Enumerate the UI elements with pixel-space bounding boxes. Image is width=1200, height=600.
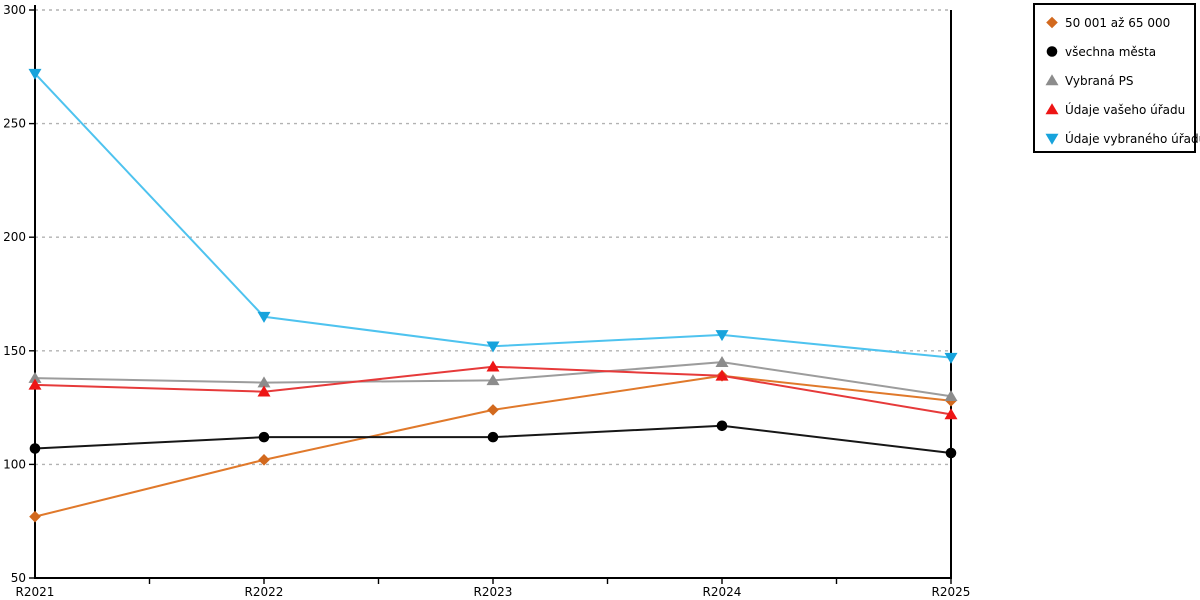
data-point xyxy=(715,330,729,342)
legend-label: Údaje vybraného úřadu xyxy=(1065,131,1200,146)
x-tick-label: R2025 xyxy=(932,585,971,599)
legend-item: všechna města xyxy=(1044,37,1190,66)
triangle-up-icon-shape xyxy=(1045,74,1059,86)
legend-item: Údaje vašeho úřadu xyxy=(1044,95,1190,124)
data-point xyxy=(29,443,41,454)
y-tick-label: 300 xyxy=(3,3,26,17)
data-point xyxy=(486,341,500,353)
data-point xyxy=(715,369,729,381)
data-point xyxy=(944,408,958,420)
triangle-up-icon xyxy=(1045,103,1059,115)
data-point xyxy=(258,454,270,466)
legend-label: Údaje vašeho úřadu xyxy=(1065,102,1186,117)
y-tick-label: 200 xyxy=(3,230,26,244)
legend-label: všechna města xyxy=(1065,44,1157,59)
legend-item: Údaje vybraného úřadu xyxy=(1044,124,1200,153)
y-tick-label: 250 xyxy=(3,117,26,131)
data-point xyxy=(257,311,271,323)
data-point xyxy=(28,371,42,383)
x-tick-label: R2024 xyxy=(703,585,742,599)
data-point xyxy=(945,447,957,459)
diamond-icon xyxy=(1046,16,1058,29)
diamond-icon-shape xyxy=(1046,16,1058,29)
legend: 50 001 až 65 000 všechna města Vybraná PS Ú… xyxy=(1033,3,1200,153)
triangle-down-icon xyxy=(1045,133,1059,145)
y-tick-label: 150 xyxy=(3,344,26,358)
series-line-0 xyxy=(34,374,952,518)
data-point xyxy=(487,404,499,416)
data-point xyxy=(944,352,958,364)
data-point xyxy=(28,378,42,390)
data-point xyxy=(257,385,271,397)
data-point xyxy=(716,420,728,432)
data-point xyxy=(258,431,270,443)
data-point xyxy=(28,68,42,80)
data-point xyxy=(487,431,499,443)
y-tick-label: 50 xyxy=(11,571,26,585)
legend-label: 50 001 až 65 000 xyxy=(1065,15,1171,30)
data-point xyxy=(486,360,500,372)
y-tick-label: 100 xyxy=(3,457,26,471)
circle-icon xyxy=(1046,46,1058,57)
triangle-up-icon xyxy=(1045,74,1059,86)
data-point xyxy=(257,376,271,388)
data-point xyxy=(715,355,729,367)
data-point xyxy=(486,374,500,386)
x-tick-label: R2022 xyxy=(245,585,284,599)
data-point xyxy=(29,510,41,523)
triangle-up-icon-shape xyxy=(1045,103,1059,115)
series-line-4 xyxy=(34,72,952,359)
legend-label: Vybraná PS xyxy=(1065,73,1134,88)
circle-icon-shape xyxy=(1046,46,1058,57)
triangle-down-icon-shape xyxy=(1045,133,1059,145)
data-point xyxy=(944,390,958,402)
x-tick-label: R2021 xyxy=(16,585,55,599)
legend-item: 50 001 až 65 000 xyxy=(1044,8,1190,37)
legend-item: Vybraná PS xyxy=(1044,66,1190,95)
x-tick-label: R2023 xyxy=(474,585,513,599)
